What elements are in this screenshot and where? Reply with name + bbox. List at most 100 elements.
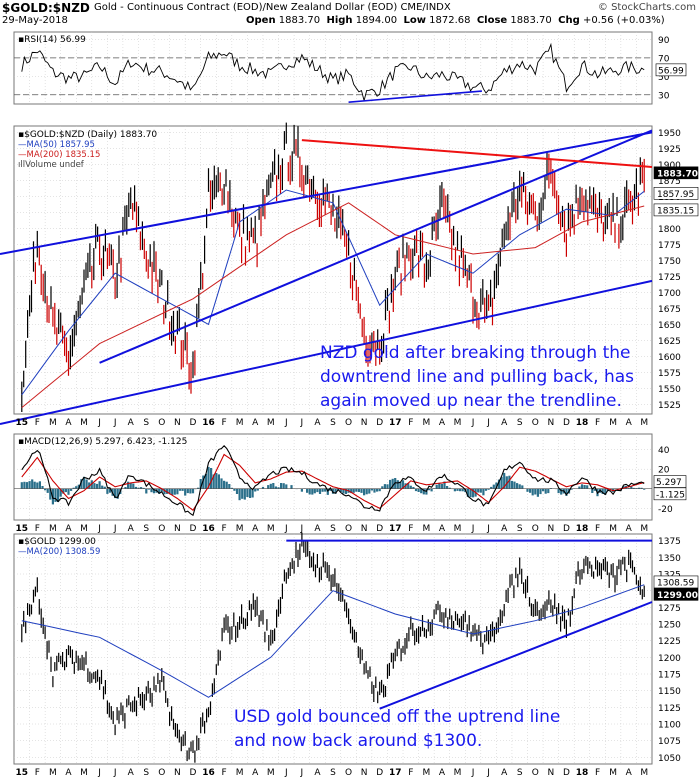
x-tick-label: D xyxy=(376,524,383,534)
macd-y-tick-label: 20 xyxy=(658,466,670,476)
x-tick-label: D xyxy=(563,768,570,778)
price-last-value: 1835.15 xyxy=(657,206,694,216)
x-tick-label: M xyxy=(609,418,617,428)
usd-annotation: USD gold bounced off the uptrend line and… xyxy=(234,707,560,751)
x-tick-label: M xyxy=(422,524,430,534)
x-tick-label: S xyxy=(517,768,523,778)
rsi-y-tick-label: 50 xyxy=(658,73,670,83)
price-y-tick-label: 1875 xyxy=(658,177,681,187)
x-tick-label: F xyxy=(408,768,413,778)
x-tick-label: O xyxy=(158,524,165,534)
ma200-legend: —MA(200) 1835.15 xyxy=(18,150,100,160)
x-tick-label: 17 xyxy=(389,418,402,428)
price-y-tick-label: 1525 xyxy=(658,401,681,411)
usd-y-tick-label: 1075 xyxy=(658,737,681,747)
price-y-tick-label: 1925 xyxy=(658,145,681,155)
x-tick-label: M xyxy=(454,768,462,778)
x-tick-label: O xyxy=(532,524,539,534)
x-tick-label: M xyxy=(236,524,244,534)
x-tick-label: M xyxy=(609,768,617,778)
price-panel-frame xyxy=(13,125,653,415)
ohlc-readout: Open 1883.70 High 1894.00 Low 1872.68 Cl… xyxy=(246,15,665,26)
x-tick-label: F xyxy=(595,524,600,534)
x-tick-label: M xyxy=(49,768,57,778)
x-tick-label: 17 xyxy=(389,768,402,778)
volume-legend: ıllVolume undef xyxy=(18,160,85,170)
x-tick-label: J xyxy=(97,768,101,778)
usd-last-value: 1299.00 xyxy=(657,591,698,601)
x-tick-label: J xyxy=(284,418,288,428)
price-y-tick-label: 1725 xyxy=(658,273,681,283)
macd-panel-frame xyxy=(13,433,653,521)
x-tick-label: A xyxy=(65,524,72,534)
price-last-value-box xyxy=(653,166,699,180)
x-tick-label: D xyxy=(376,418,383,428)
rsi-legend: ▪RSI(14) 56.99 xyxy=(18,35,86,45)
macd-last-value: 5.297 xyxy=(656,478,682,488)
x-tick-label: A xyxy=(128,418,135,428)
x-tick-label: 16 xyxy=(202,524,215,534)
x-tick-label: O xyxy=(345,524,352,534)
x-tick-label: M xyxy=(640,418,648,428)
rsi-trendline xyxy=(348,90,482,103)
x-tick-label: M xyxy=(236,418,244,428)
x-tick-label: A xyxy=(252,524,259,534)
x-tick-label: F xyxy=(221,768,226,778)
macd-line xyxy=(21,445,645,517)
x-tick-label: J xyxy=(300,418,304,428)
x-tick-label: S xyxy=(143,524,149,534)
x-tick-label: A xyxy=(65,418,72,428)
x-tick-label: J xyxy=(486,524,490,534)
price-y-tick-label: 1800 xyxy=(658,225,681,235)
x-tick-label: O xyxy=(532,768,539,778)
x-tick-label: A xyxy=(314,524,321,534)
x-tick-label: M xyxy=(267,768,275,778)
x-tick-label: N xyxy=(547,524,554,534)
x-tick-label: O xyxy=(345,418,352,428)
price-last-value-box xyxy=(653,187,699,200)
x-tick-label: N xyxy=(174,524,181,534)
upper-trendline xyxy=(0,131,653,255)
x-tick-label: J xyxy=(300,768,304,778)
price-last-value: 1857.95 xyxy=(657,190,694,200)
macd-last-value: -1.125 xyxy=(656,490,685,500)
x-tick-label: M xyxy=(640,768,648,778)
x-tick-label: N xyxy=(361,768,368,778)
price-title: ▪$GOLD:$NZD (Daily) 1883.70 xyxy=(18,130,157,140)
x-tick-label: 18 xyxy=(576,524,589,534)
x-tick-label: J xyxy=(300,524,304,534)
x-tick-label: D xyxy=(563,418,570,428)
x-tick-label: M xyxy=(640,524,648,534)
price-y-tick-label: 1575 xyxy=(658,369,681,379)
lower-trendline xyxy=(0,279,653,425)
ma50-line xyxy=(21,189,645,396)
x-tick-label: D xyxy=(189,524,196,534)
x-tick-label: M xyxy=(454,418,462,428)
price-y-tick-label: 1950 xyxy=(658,129,681,139)
macd-legend: ▪MACD(12,26,9) 5.297, 6.423, -1.125 xyxy=(18,437,187,447)
usd-uptrend-line xyxy=(379,601,653,710)
x-tick-label: N xyxy=(547,768,554,778)
x-tick-label: A xyxy=(439,418,446,428)
x-tick-label: 16 xyxy=(202,768,215,778)
x-tick-label: M xyxy=(80,768,88,778)
usd-ma200-line xyxy=(21,584,645,698)
symbol-title: $GOLD:$NZD xyxy=(2,1,90,15)
x-tick-label: M xyxy=(267,524,275,534)
price-y-tick-label: 1600 xyxy=(658,353,681,363)
x-tick-label: A xyxy=(501,768,508,778)
downtrend-line xyxy=(301,139,653,168)
x-tick-label: N xyxy=(174,768,181,778)
ma200-line xyxy=(21,202,645,408)
x-tick-label: A xyxy=(439,524,446,534)
x-tick-label: 15 xyxy=(16,524,29,534)
x-tick-label: N xyxy=(547,418,554,428)
upper-trendline-2 xyxy=(99,129,653,364)
x-tick-label: 18 xyxy=(576,418,589,428)
x-tick-label: A xyxy=(439,768,446,778)
x-tick-label: F xyxy=(35,524,40,534)
x-tick-label: O xyxy=(158,768,165,778)
x-tick-label: J xyxy=(97,524,101,534)
x-tick-label: J xyxy=(97,418,101,428)
x-tick-label: A xyxy=(501,524,508,534)
